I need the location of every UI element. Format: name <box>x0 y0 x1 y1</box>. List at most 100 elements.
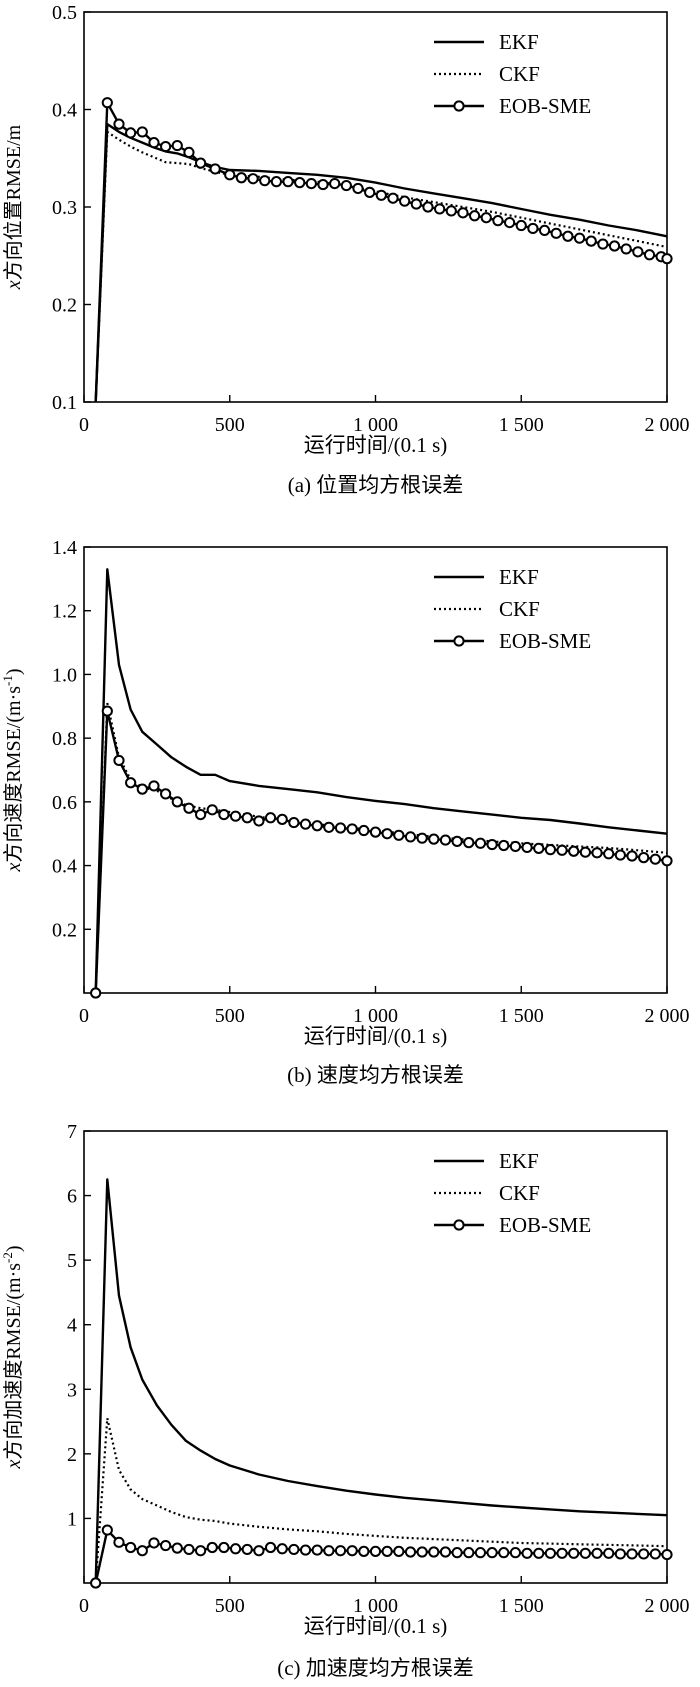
panel-acceleration-rmse: 0 500 1 000 1 500 2 000 1 2 3 4 5 6 7 运行时间/(0.1 s) x方… <box>0 1121 690 1680</box>
data-point-marker <box>393 1545 405 1557</box>
x-tick-label: 500 <box>215 1005 245 1027</box>
data-point-marker <box>614 849 626 861</box>
data-point-marker <box>445 205 457 217</box>
y-axis-label-part: x <box>3 863 25 873</box>
y-tick-label: 1.2 <box>52 601 77 623</box>
y-axis-label-part: x <box>3 1460 25 1470</box>
data-point-marker <box>160 140 172 153</box>
y-axis-label-part: -1 <box>0 675 15 686</box>
data-point-marker <box>498 839 510 852</box>
data-point-marker <box>614 1548 626 1560</box>
data-point-marker <box>498 1547 510 1559</box>
data-point-marker <box>544 1547 557 1559</box>
data-point-marker <box>148 1537 160 1549</box>
data-point-marker <box>422 201 434 213</box>
data-point-marker <box>544 844 557 856</box>
data-point-marker <box>550 227 562 239</box>
data-point-marker <box>311 1544 323 1556</box>
data-point-marker <box>195 1545 207 1557</box>
y-tick-label: 7 <box>67 1121 77 1143</box>
data-point-marker <box>404 831 417 843</box>
data-point-marker <box>503 217 516 229</box>
data-point-marker <box>603 1547 615 1559</box>
x-axis-label: 运行时间/(0.1 s) <box>304 433 448 457</box>
data-point-marker <box>480 212 492 224</box>
data-point-marker <box>579 846 591 858</box>
y-axis-label-part: 方向加速度RMSE/(m·s <box>2 1263 25 1460</box>
x-tick-label: 1 500 <box>499 1005 544 1027</box>
data-point-marker <box>113 754 125 767</box>
data-point-marker <box>90 987 102 999</box>
data-point-marker <box>463 837 475 849</box>
data-point-marker <box>661 1548 673 1561</box>
data-point-marker <box>113 1536 125 1548</box>
data-point-marker <box>195 809 207 821</box>
data-point-marker <box>486 838 498 851</box>
y-axis-label-part: ) <box>3 668 25 675</box>
legend-entry: CKF <box>499 597 540 621</box>
x-tick-label: 1 500 <box>499 414 544 436</box>
data-point-marker <box>521 1547 533 1559</box>
series-line-ckf <box>94 129 668 403</box>
y-tick-label: 0.5 <box>52 2 77 24</box>
x-axis-label: 运行时间/(0.1 s) <box>304 1614 448 1638</box>
data-point-marker <box>160 1539 172 1552</box>
x-tick-label: 1 000 <box>353 1595 398 1617</box>
data-point-marker <box>579 1547 591 1559</box>
legend-entry: EOB-SME <box>499 94 591 118</box>
data-point-marker <box>241 1543 253 1556</box>
data-point-marker <box>171 796 183 808</box>
data-point-marker <box>451 835 463 847</box>
x-tick-label: 2 000 <box>645 1595 690 1617</box>
data-point-marker <box>399 195 411 207</box>
data-point-marker <box>434 203 446 215</box>
y-tick-label: 0.3 <box>52 197 77 219</box>
data-point-marker <box>556 1547 568 1559</box>
data-point-marker <box>381 828 393 840</box>
data-point-marker <box>509 840 522 853</box>
data-point-marker <box>556 844 568 856</box>
y-axis-label-part: ) <box>3 1245 25 1252</box>
y-tick-label: 0.4 <box>52 100 77 122</box>
panel-caption: (a) 位置均方根误差 <box>288 473 464 497</box>
data-point-marker <box>428 833 440 845</box>
series-line-ckf <box>94 702 668 994</box>
data-point-marker <box>439 1546 452 1558</box>
data-point-marker <box>183 146 195 158</box>
x-tick-label: 0 <box>79 414 89 436</box>
data-point-marker <box>352 182 364 195</box>
data-point-marker <box>125 777 137 789</box>
data-point-marker <box>538 224 551 236</box>
data-point-marker <box>346 1545 358 1557</box>
data-point-marker <box>195 157 207 169</box>
x-tick-label: 1 000 <box>353 414 398 436</box>
data-point-marker <box>568 845 580 857</box>
data-point-marker <box>136 126 148 138</box>
y-tick-label: 0.1 <box>52 392 77 414</box>
data-point-marker <box>282 176 294 188</box>
data-point-marker <box>323 1545 335 1557</box>
data-point-marker <box>259 175 271 187</box>
data-point-marker <box>160 788 172 800</box>
data-point-marker <box>305 178 317 190</box>
series-line-ekf <box>94 1178 668 1584</box>
x-tick-label: 0 <box>79 1595 89 1617</box>
data-point-marker <box>206 1541 218 1554</box>
data-point-marker <box>533 1547 545 1559</box>
legend-entry: EKF <box>499 30 539 54</box>
data-point-marker <box>288 1543 300 1556</box>
data-point-marker <box>125 127 137 139</box>
data-point-marker <box>171 1542 183 1554</box>
data-point-marker <box>101 1524 113 1536</box>
data-point-marker <box>486 1547 498 1559</box>
data-point-marker <box>171 139 183 152</box>
data-point-marker <box>439 834 452 846</box>
data-point-marker <box>649 1548 661 1560</box>
data-point-marker <box>358 824 370 837</box>
legend-entry: EOB-SME <box>499 629 591 653</box>
data-point-marker <box>241 812 253 824</box>
data-point-marker <box>591 847 603 859</box>
data-point-marker <box>101 97 113 109</box>
plot-frame <box>83 546 668 994</box>
